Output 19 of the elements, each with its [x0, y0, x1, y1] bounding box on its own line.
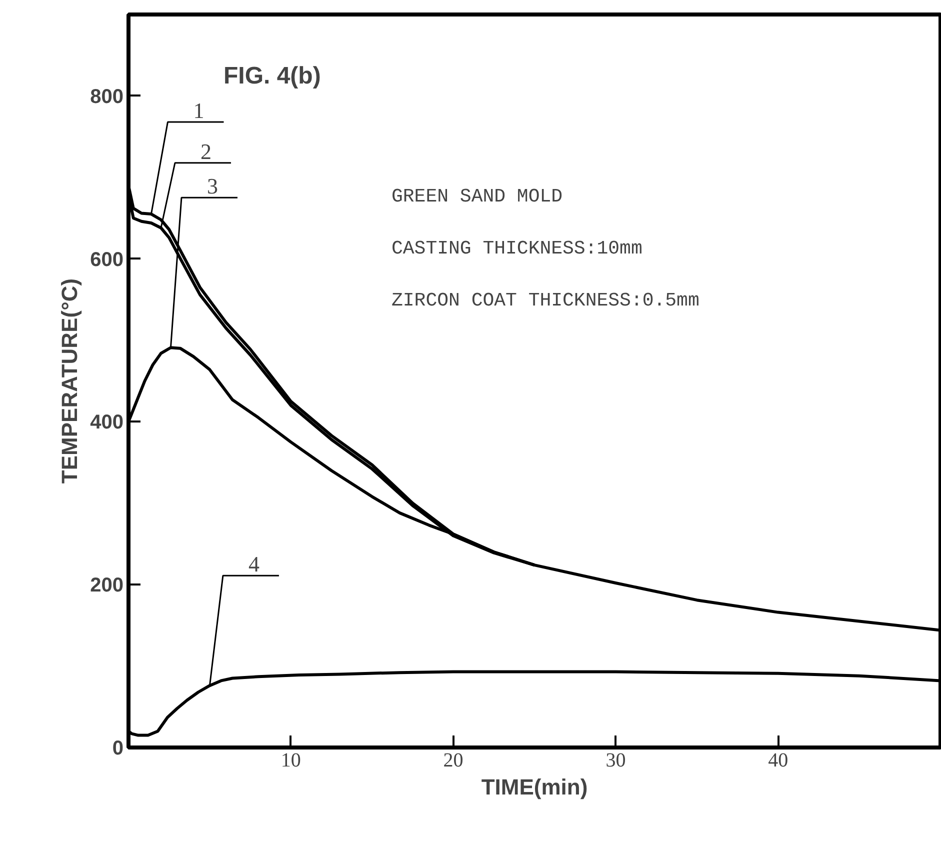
annotation: CASTING THICKNESS:10mm	[392, 238, 642, 260]
x-tick-label: 40	[768, 750, 788, 772]
x-tick-label: 10	[280, 750, 301, 772]
text: 2	[200, 138, 212, 164]
x-tick-label: 20	[443, 750, 464, 772]
annotation: ZIRCON COAT THICKNESS:0.5mm	[392, 290, 700, 312]
y-tick-label: 0	[112, 738, 124, 760]
legend-label: 1	[193, 98, 204, 124]
y-tick-label: 600	[90, 248, 124, 271]
text: 4	[248, 552, 260, 577]
text: 3	[206, 174, 218, 199]
annotation: GREEN SAND MOLD	[392, 186, 563, 208]
x-axis-title: TIME(min)	[481, 774, 588, 800]
y-axis-title: TEMPERATURE(°C)	[57, 278, 82, 484]
y-tick-label: 400	[90, 412, 124, 434]
y-tick-label: 200	[90, 574, 124, 597]
x-tick-label: 30	[606, 750, 626, 772]
text: FIG. 4(b)	[224, 62, 321, 90]
y-tick-label: 800	[90, 86, 124, 108]
